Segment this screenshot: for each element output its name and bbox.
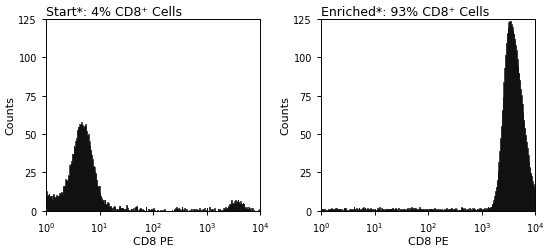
Text: Start*: 4% CD8⁺ Cells: Start*: 4% CD8⁺ Cells bbox=[46, 6, 182, 18]
Text: Enriched*: 93% CD8⁺ Cells: Enriched*: 93% CD8⁺ Cells bbox=[321, 6, 490, 18]
X-axis label: CD8 PE: CD8 PE bbox=[133, 237, 173, 246]
Y-axis label: Counts: Counts bbox=[6, 96, 15, 135]
Y-axis label: Counts: Counts bbox=[280, 96, 290, 135]
X-axis label: CD8 PE: CD8 PE bbox=[408, 237, 448, 246]
